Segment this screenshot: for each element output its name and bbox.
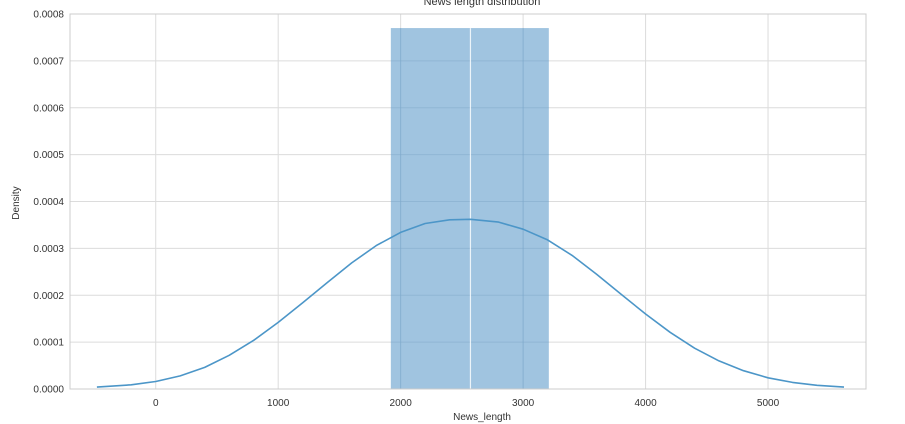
histogram-bar-1 [470,28,549,389]
kde-curve [96,218,845,388]
y-tick-label-7: 0.0007 [33,56,64,67]
grid-overlay [390,28,549,389]
x-tick-label-2: 2000 [390,398,413,409]
axes-frame [69,13,867,390]
x-tick-label-4: 4000 [634,398,657,409]
histogram-bars [390,28,549,389]
x-tick-label-0: 0 [153,398,159,409]
x-tick-label-5: 5000 [757,398,780,409]
y-tick-label-5: 0.0005 [33,150,64,161]
histogram-bar-0 [390,28,471,389]
y-tick-label-2: 0.0002 [33,291,64,302]
y-tick-label-0: 0.0000 [33,385,64,396]
y-tick-labels: 0.0000 0.0001 0.0002 0.0003 0.0004 0.0005 0.00… [33,10,64,396]
y-axis-label: Density [11,186,22,219]
y-tick-label-4: 0.0004 [33,197,64,208]
axes-border [69,13,867,390]
y-tick-label-1: 0.0001 [33,338,64,349]
chart-title: News length distribution [424,0,541,8]
kde-line [96,218,845,388]
y-tick-label-6: 0.0006 [33,103,64,114]
x-tick-label-3: 3000 [512,398,535,409]
y-tick-label-3: 0.0003 [33,244,64,255]
x-axis-label: News_length [453,412,511,423]
x-tick-label-1: 1000 [267,398,290,409]
x-tick-labels: 0 1000 2000 3000 4000 5000 [153,398,780,409]
y-tick-label-8: 0.0008 [33,10,64,21]
